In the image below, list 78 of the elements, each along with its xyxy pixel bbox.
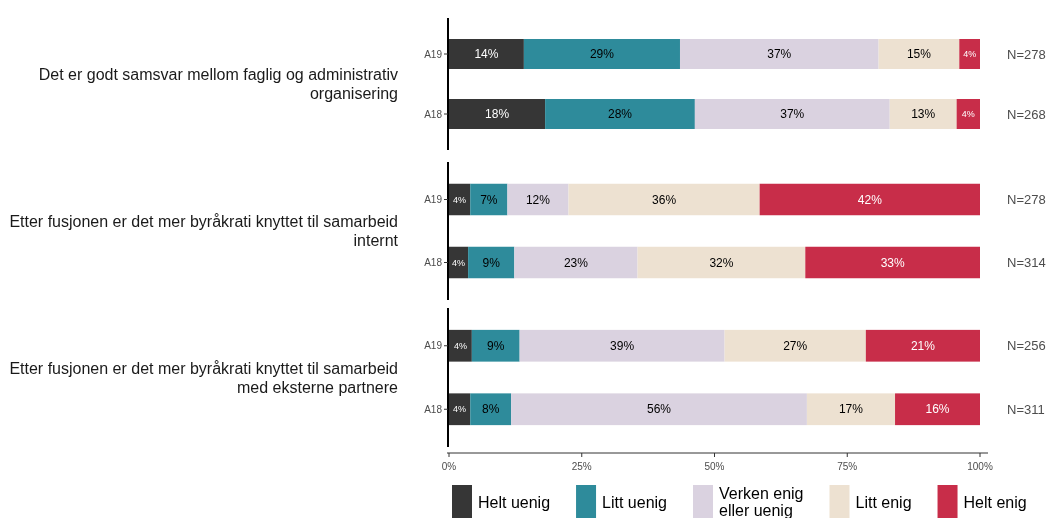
bar [470,393,512,426]
text: N=268 [1007,106,1046,122]
bar [519,329,725,362]
x-tick-label: 100% [967,460,993,472]
data-label: 13% [911,107,936,122]
y-tick-label: A18 [424,257,443,268]
bar [637,246,806,279]
data-label: 4% [453,194,467,205]
y-tick-label: A18 [424,403,443,415]
legend-label: Helt uenig [478,493,551,511]
bar [805,246,980,279]
text: N=311 [1007,401,1045,417]
y-tick-label: A18 [424,108,443,120]
data-label: 14% [474,47,499,62]
data-label: 37% [780,107,805,122]
data-label: 28% [607,107,633,122]
bar [889,99,957,129]
x-tick-label: 75% [837,460,858,472]
data-label: 4% [963,49,977,60]
data-label: 4% [453,404,467,415]
data-label: 15% [906,47,932,62]
bar [507,183,569,216]
data-label: 12% [525,192,551,207]
data-label: 21% [910,338,936,353]
text: N=278 [1007,46,1046,62]
bar [545,99,695,129]
bar [471,329,520,362]
y-tick-label: A19 [424,48,443,60]
legend-label: Litt enig [855,493,912,511]
data-label: 27% [783,338,808,353]
data-label: 7% [480,192,498,207]
text: N=278 [1007,192,1046,208]
data-label: 8% [482,402,500,417]
bar [759,183,980,216]
data-label: 18% [485,107,510,122]
text: Det er godt samsvar mellom faglig og administrativ organisering [38,66,398,103]
bar [724,329,866,362]
y-tick-label: A19 [424,340,443,352]
data-label: 17% [838,402,864,417]
data-label: 4% [961,109,975,120]
text: Etter fusjonen er det mer byråkrati knyttet til samarbeid med eksterne partnere [9,359,399,396]
bar [679,39,879,69]
data-label: 4% [452,257,466,268]
data-label: 39% [610,338,635,353]
data-label: 32% [709,255,734,270]
data-label: 16% [925,402,950,417]
bar [956,99,980,129]
bar [568,183,760,216]
bar [511,393,807,426]
data-label: 36% [652,192,677,207]
bar [468,246,515,279]
data-label: 23% [563,255,589,270]
bar [514,246,638,279]
x-tick-label: 50% [704,460,725,472]
data-label: 9% [482,255,501,270]
data-label: 56% [646,402,672,417]
text: Etter fusjonen er det mer byråkrati knyttet til samarbeid internt [9,213,399,250]
bar [895,393,980,426]
text: N=314 [1007,255,1046,271]
y-tick-label: A19 [424,194,443,205]
x-tick-label: 25% [571,460,592,472]
data-label: 37% [767,47,792,62]
legend-label: Litt uenig [602,493,667,511]
text: N=256 [1007,338,1046,354]
data-label: 29% [589,47,615,62]
bar [959,39,980,69]
x-tick-label: 0% [441,460,457,472]
data-label: 33% [880,255,905,270]
bar [470,183,508,216]
bar [806,393,896,426]
bar [694,99,890,129]
bar [523,39,680,69]
legend-label: Helt enig [963,493,1027,511]
data-label: 4% [453,340,467,351]
bar [878,39,960,69]
data-label: 42% [857,192,883,207]
bar [865,329,980,362]
data-label: 9% [487,338,505,353]
